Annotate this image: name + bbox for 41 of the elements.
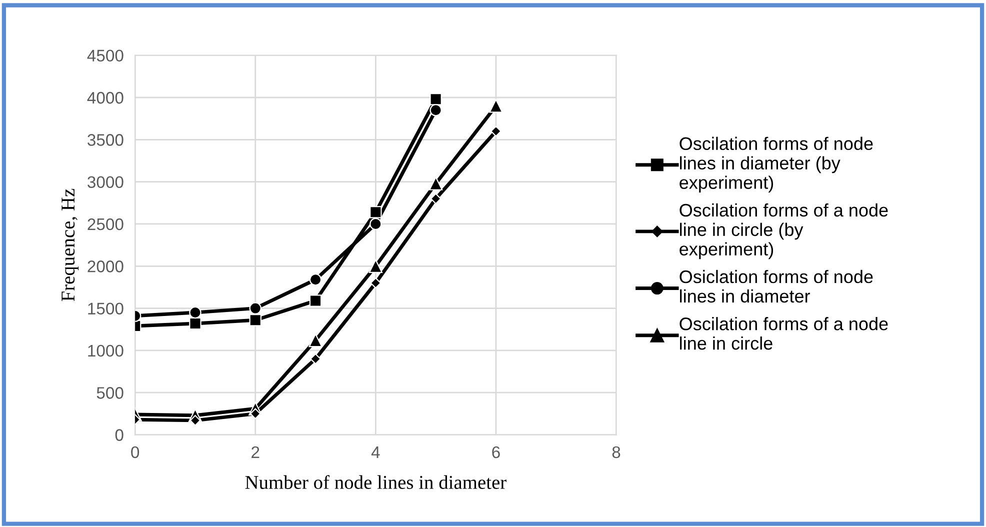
point: [250, 408, 261, 420]
point: [429, 176, 443, 190]
legend-label: Oscilation forms of a node line in circle (by experiment): [680, 203, 888, 260]
point: [189, 306, 202, 319]
point: [490, 126, 502, 137]
point: [430, 193, 442, 204]
x-tick-label: 8: [612, 446, 620, 458]
x-tick-label: 0: [131, 446, 140, 458]
y-tick-label: 2000: [88, 260, 124, 272]
point: [430, 104, 442, 116]
point: [370, 218, 382, 230]
point: [190, 414, 201, 426]
legend-label: Oscilation forms of a node line in circle: [680, 317, 888, 350]
x-tick-label: 2: [252, 446, 260, 458]
y-tick-label: 4500: [87, 50, 124, 62]
point: [249, 314, 262, 326]
point: [370, 278, 382, 288]
y-tick-label: 3000: [88, 176, 124, 188]
x-tick-label: 4: [371, 446, 380, 458]
y-tick-label: 1000: [88, 344, 124, 357]
point: [310, 353, 321, 364]
y-tick-label: 1500: [88, 302, 124, 314]
y-tick-label: 0: [115, 429, 124, 441]
point: [368, 259, 382, 273]
y-axis-title: Frequence, Hz: [62, 188, 79, 302]
point: [370, 206, 382, 218]
y-tick-label: 2500: [88, 218, 124, 230]
legend-label: Osiclation forms of node lines in diameter: [680, 270, 873, 303]
point: [189, 317, 202, 330]
point: [430, 93, 442, 106]
legend-label: Oscilation forms of node lines in diameter (by experiment): [680, 136, 873, 193]
point: [489, 99, 503, 113]
y-tick-label: 4000: [87, 92, 124, 104]
point: [308, 334, 322, 348]
x-axis-title: Number of node lines in diameter: [245, 475, 506, 489]
y-tick-label: 500: [96, 387, 124, 399]
y-tick-label: 3500: [88, 134, 124, 146]
x-tick-label: 6: [492, 446, 500, 458]
point: [249, 302, 262, 314]
point: [309, 274, 322, 286]
point: [309, 294, 322, 307]
